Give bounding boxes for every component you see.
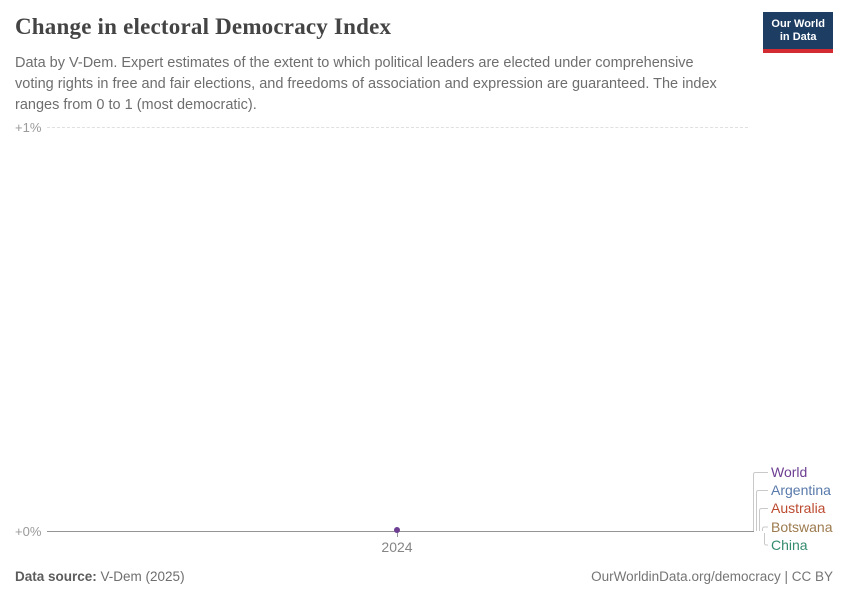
legend-item-world[interactable]: World: [771, 464, 808, 480]
x-axis-tick-2024: [397, 532, 398, 537]
legend-item-argentina[interactable]: Argentina: [771, 482, 831, 498]
legend-item-australia[interactable]: Australia: [771, 500, 826, 516]
owid-logo-line2: in Data: [779, 31, 817, 43]
legend-item-botswana[interactable]: Botswana: [771, 519, 833, 535]
data-point-marker[interactable]: [394, 527, 400, 533]
owid-logo-line1: Our World: [771, 18, 825, 30]
data-source-note: Data source: V-Dem (2025): [15, 569, 185, 584]
y-axis-label-plus1: +1%: [15, 120, 42, 135]
owid-logo[interactable]: Our World in Data: [763, 12, 833, 53]
attribution-link[interactable]: OurWorldinData.org/democracy | CC BY: [591, 569, 833, 584]
x-axis-tick-label: 2024: [381, 539, 413, 555]
gridline-plus1-percent: [47, 127, 748, 128]
legend-item-china[interactable]: China: [771, 537, 808, 553]
page-title: Change in electoral Democracy Index: [15, 14, 392, 39]
data-source-label: Data source:: [15, 569, 97, 584]
chart-subtitle: Data by V-Dem. Expert estimates of the e…: [15, 55, 717, 113]
data-source-value: V-Dem (2025): [96, 569, 185, 584]
x-axis-baseline: [47, 531, 754, 532]
y-axis-label-zero: +0%: [15, 524, 42, 539]
